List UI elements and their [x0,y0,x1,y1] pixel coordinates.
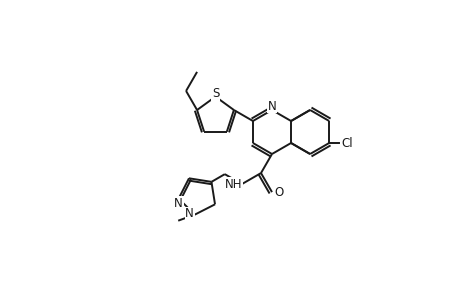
Text: N: N [174,197,183,210]
Text: N: N [267,100,276,112]
Text: NH: NH [225,178,242,190]
Text: N: N [185,207,194,220]
Text: S: S [211,87,218,100]
Text: O: O [274,186,283,199]
Text: Cl: Cl [341,136,352,149]
